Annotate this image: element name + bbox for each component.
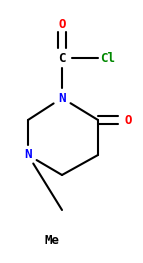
Text: O: O: [58, 18, 66, 31]
Text: N: N: [24, 149, 32, 161]
Text: O: O: [124, 114, 132, 127]
Text: Cl: Cl: [100, 52, 115, 64]
Text: N: N: [58, 92, 66, 104]
Text: C: C: [58, 52, 66, 64]
Text: Me: Me: [44, 234, 59, 246]
